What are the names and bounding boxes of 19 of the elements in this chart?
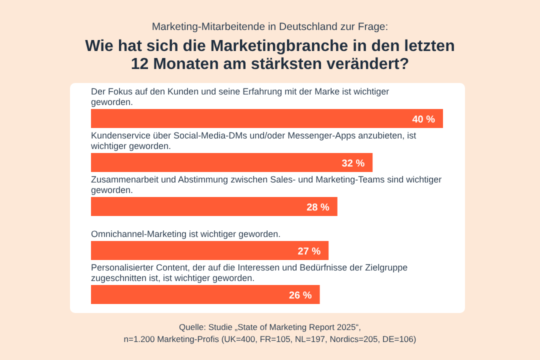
data-label: 26 %	[289, 290, 312, 302]
chart-subtitle: Marketing-Mitarbeitende in Deutschland zur Frage:	[152, 21, 388, 33]
data-label: 27 %	[298, 246, 321, 258]
y-tick-label: Der Fokus auf den Kunden und seine Erfahrung mit der Marke ist wichtiger geworden.	[91, 86, 390, 107]
y-tick-label: Zusammenarbeit und Abstimmung zwischen Sales- und Marketing-Teams sind wichtiger geworden.	[91, 174, 442, 195]
data-label: 28 %	[306, 202, 330, 214]
bar	[91, 153, 373, 172]
bar	[91, 109, 443, 128]
y-tick-label: Omnichannel-Marketing ist wichtiger geworden.	[91, 229, 281, 239]
bar	[91, 197, 338, 216]
text: n=1.200 Marketing-Profis (UK=400, FR=105, NL=197, Nordics=205, DE=106)	[124, 334, 416, 344]
data-label: 40 %	[412, 114, 436, 126]
y-tick-label: Personalisierter Content, der auf die Interessen und Bedürfnisse der Zielgruppe zugeschnitten ist, ist wichtiger geworden.	[91, 262, 408, 283]
source-note: Quelle: Studie „State of Marketing Report 2025“,	[179, 322, 361, 332]
data-label: 32 %	[342, 158, 365, 170]
bar	[91, 285, 320, 304]
chart-title: Wie hat sich die Marketingbranche in den letzten 12 Monaten am stärksten verändert?	[85, 38, 455, 73]
bar	[91, 241, 329, 260]
y-tick-label: Kundenservice über Social-Media-DMs und/oder Messenger-Apps anzubieten, ist wichtiger geworden.	[90, 130, 417, 151]
